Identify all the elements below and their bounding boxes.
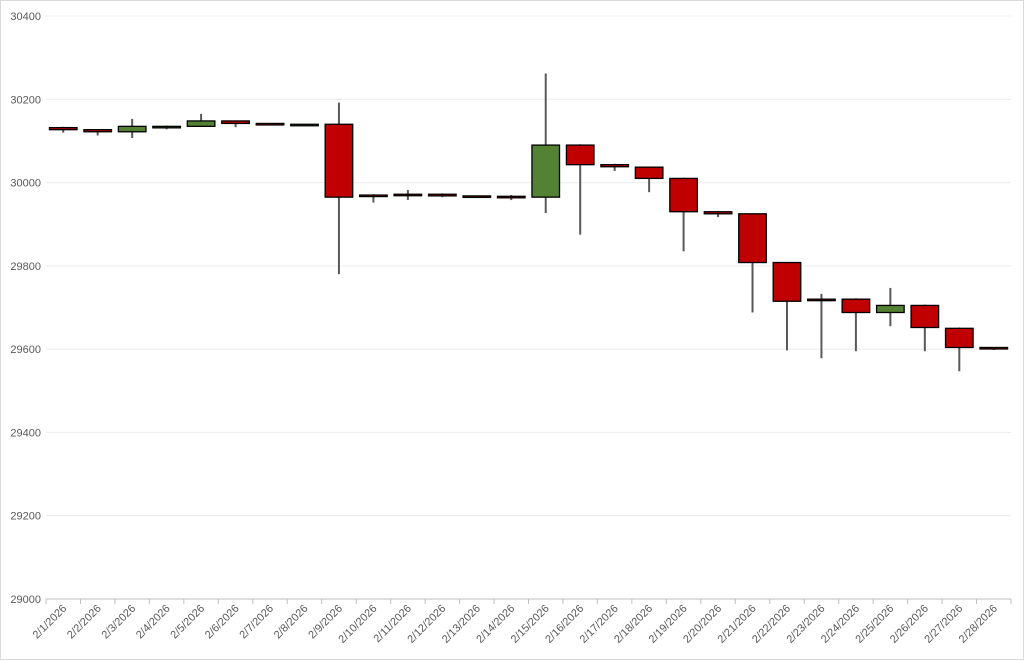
candle-body xyxy=(565,144,595,166)
candle-body xyxy=(255,122,285,126)
candle-body xyxy=(979,346,1009,350)
candle-body xyxy=(703,211,733,215)
candle-body xyxy=(117,125,147,133)
x-tick-label: 2/8/2026 xyxy=(272,603,311,642)
x-tick-label: 2/6/2026 xyxy=(203,603,242,642)
candle-body xyxy=(358,194,388,198)
x-axis xyxy=(45,598,1012,604)
y-axis-ticks: 29000 29200 29400 29600 29800 30000 30200 30400 xyxy=(10,11,41,606)
candle-body xyxy=(944,327,974,349)
x-tick-label: 2/7/2026 xyxy=(237,603,276,642)
x-tick-label: 2/1/2026 xyxy=(31,603,70,642)
candle-body xyxy=(772,261,802,302)
candle-body xyxy=(910,304,940,329)
candle-body xyxy=(531,144,561,198)
candle-body xyxy=(427,193,457,197)
candle-body xyxy=(186,120,216,128)
y-tick-label: 29200 xyxy=(10,511,41,523)
y-tick-label: 30000 xyxy=(10,178,41,190)
y-tick-label: 29000 xyxy=(10,594,41,606)
candle-body xyxy=(807,298,836,302)
x-tick-label: 2/5/2026 xyxy=(168,603,207,642)
candle-body xyxy=(600,164,630,168)
candles xyxy=(48,73,1009,372)
y-tick-label: 30200 xyxy=(10,94,41,106)
candle-body xyxy=(324,123,354,198)
candle-body xyxy=(841,298,871,314)
y-tick-label: 30400 xyxy=(10,11,41,23)
x-axis-ticks: 2/1/20262/2/20262/3/20262/4/20262/5/2026… xyxy=(31,603,1000,646)
candle-body xyxy=(875,304,905,314)
gridlines xyxy=(46,15,1011,517)
y-tick-label: 29400 xyxy=(10,427,41,439)
candle-body xyxy=(393,193,423,197)
candle-body xyxy=(462,195,492,199)
candle-body xyxy=(738,213,767,264)
y-tick-label: 29800 xyxy=(10,261,41,273)
candle-body xyxy=(221,120,250,125)
y-tick-label: 29600 xyxy=(10,344,41,356)
candle-body xyxy=(48,126,78,131)
candle-body xyxy=(152,125,182,129)
candle-body xyxy=(290,123,319,127)
x-tick-label: 2/3/2026 xyxy=(100,603,139,642)
candle-body xyxy=(83,129,113,133)
candle-body xyxy=(496,195,526,199)
candle-body xyxy=(669,177,699,213)
x-tick-label: 2/2/2026 xyxy=(65,603,104,642)
candle-body xyxy=(634,166,664,180)
x-tick-label: 2/4/2026 xyxy=(134,603,173,642)
